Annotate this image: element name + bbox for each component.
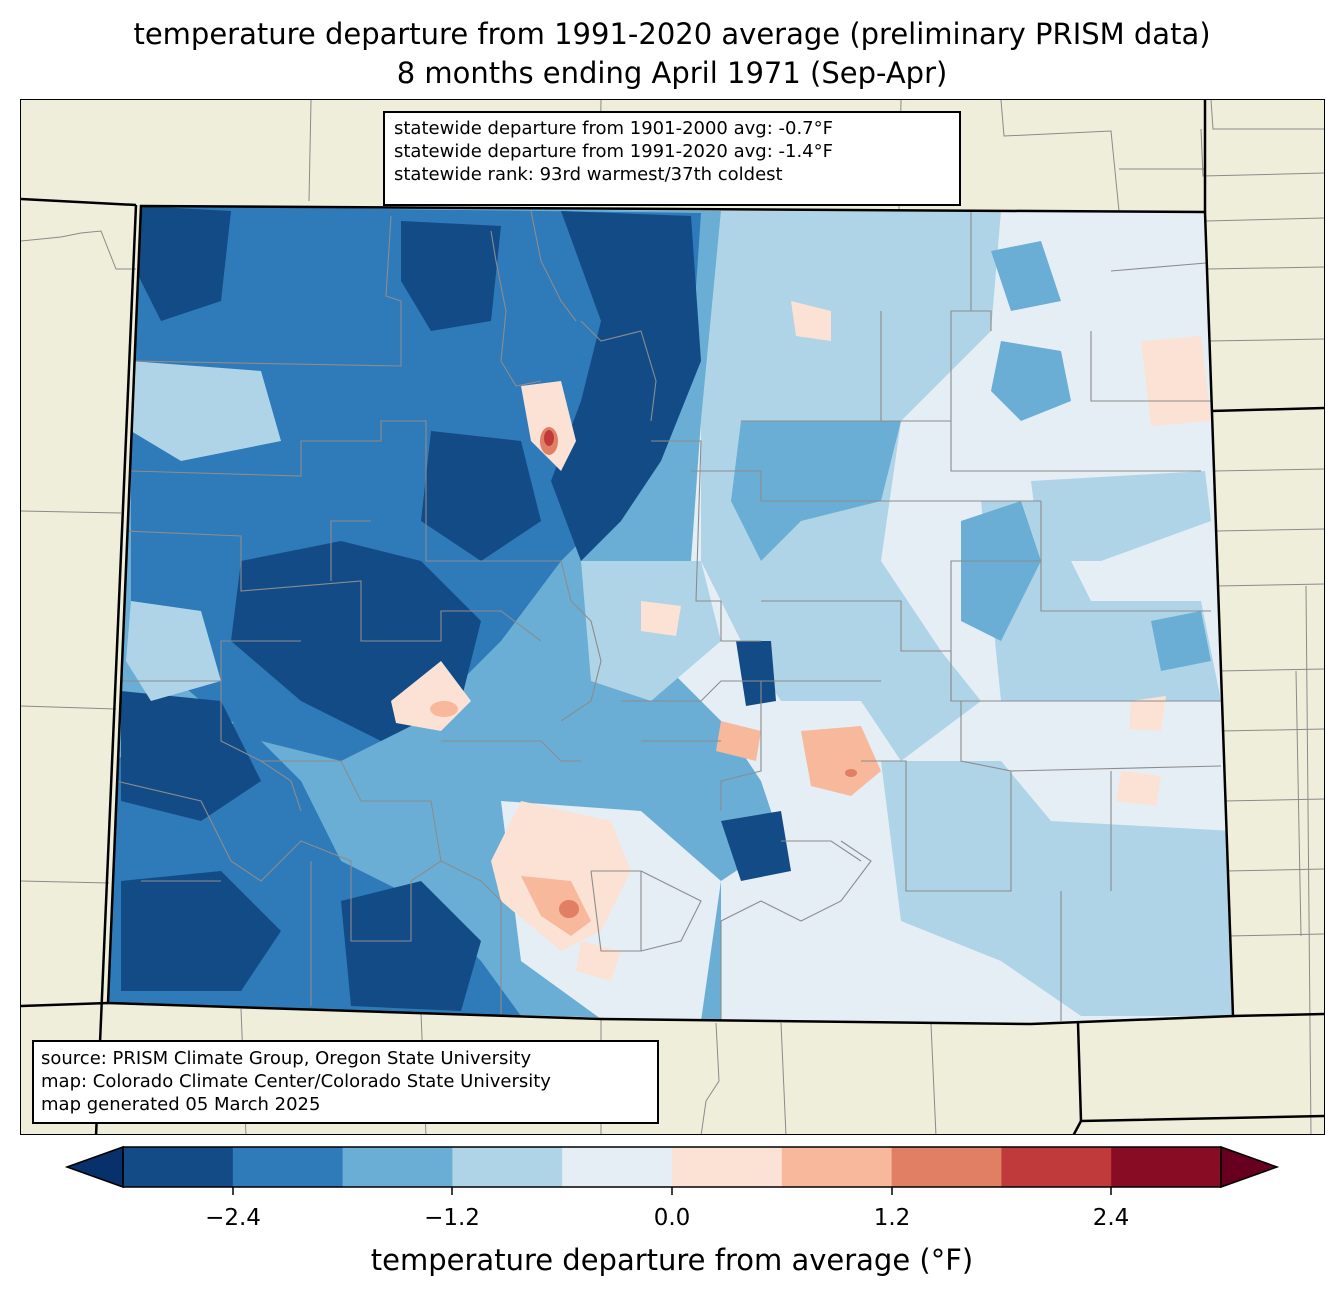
- contour-light-red-north: [521, 381, 576, 471]
- stats-line3: statewide rank: 93rd warmest/37th coldes…: [394, 164, 783, 185]
- colorbar-segment: [1001, 1147, 1112, 1187]
- contour-mid-blue-eastcentral: [961, 501, 1041, 641]
- contour-light-red-ne: [1141, 336, 1211, 426]
- colorbar-tick-label: 0.0: [653, 1205, 691, 1231]
- contour-light-red-northplains: [791, 301, 831, 341]
- contour-mid-blue-top: [991, 241, 1061, 311]
- state-borders: [21, 100, 1324, 1134]
- colorbar-segment: [452, 1147, 563, 1187]
- map-title-line2: 8 months ending April 1971 (Sep-Apr): [396, 56, 948, 90]
- map-frame: [20, 99, 1325, 1135]
- contour-light-red-e: [1129, 696, 1166, 731]
- contour-salmon-central: [430, 701, 458, 717]
- arizona-border: [21, 1001, 109, 1008]
- contour-salmon-san-luis: [521, 876, 591, 936]
- colorbar-segment: [781, 1147, 893, 1187]
- colorbar-label: temperature departure from average (°F): [370, 1243, 974, 1277]
- contour-mid-blue-e: [1151, 611, 1211, 671]
- colorbar: [64, 1145, 1280, 1195]
- colorbar-segment: [672, 1147, 783, 1187]
- nebraska-kansas-border: [1210, 406, 1324, 413]
- contour-darkest-front-range: [551, 211, 701, 561]
- colorbar-segment: [342, 1147, 453, 1187]
- source-box: source: PRISM Climate Group, Oregon Stat…: [32, 1040, 659, 1124]
- contour-light-blue-e: [1031, 471, 1211, 561]
- contour-dark-red-north: [544, 430, 554, 446]
- contour-light-red-centralplains: [641, 601, 681, 636]
- colorbar-tick-marks: [232, 1187, 1112, 1195]
- map-canvas: [21, 100, 1324, 1134]
- kansas-oklahoma-border: [1232, 1012, 1324, 1018]
- contour-darkest-sw: [121, 871, 281, 991]
- wyoming-utah-border: [21, 197, 137, 207]
- colorbar-segment: [891, 1147, 1002, 1187]
- contour-light-blue-west-a: [126, 601, 221, 701]
- contour-red-san-luis: [559, 900, 579, 918]
- contour-darkest-south: [341, 881, 481, 1011]
- map-title-line1: temperature departure from 1991-2020 ave…: [133, 17, 1211, 51]
- source-line3: map generated 05 March 2025: [41, 1094, 321, 1115]
- oklahoma-panhandle-border: [1076, 1022, 1324, 1123]
- colorbar-left-arrow: [64, 1145, 124, 1189]
- contour-mid-blue-plains: [731, 421, 901, 561]
- utah-border-north: [94, 204, 138, 1134]
- contour-salmon-canon: [716, 721, 761, 761]
- contour-light-blue-west-b: [131, 361, 281, 461]
- source-line2: map: Colorado Climate Center/Colorado St…: [41, 1071, 551, 1092]
- colorbar-segments: [123, 1147, 1222, 1187]
- colorbar-right-arrow: [1220, 1145, 1280, 1189]
- texas-border: [1072, 1120, 1083, 1134]
- stats-line2: statewide departure from 1991-2020 avg: …: [394, 141, 833, 162]
- contour-salmon-pueblo: [801, 726, 881, 796]
- colorbar-tick-label: −1.2: [424, 1205, 480, 1231]
- colorbar-tick-label: −2.4: [205, 1205, 261, 1231]
- contour-darkest-west: [121, 691, 261, 821]
- statewide-stats-box: statewide departure from 1901-2000 avg: …: [383, 111, 961, 206]
- colorbar-tick-label: 1.2: [873, 1205, 911, 1231]
- contour-darkest-nw-corner: [131, 206, 231, 321]
- contour-darkest-north: [401, 221, 501, 331]
- stats-line1: statewide departure from 1901-2000 avg: …: [394, 118, 833, 139]
- colorbar-tick-label: 2.4: [1092, 1205, 1130, 1231]
- colorbar-segment: [232, 1147, 344, 1187]
- contour-light-blue-se: [881, 761, 1233, 1016]
- contour-darkest-pikes: [736, 641, 776, 706]
- contour-darkest-mid: [421, 431, 541, 561]
- colorbar-segment: [562, 1147, 673, 1187]
- colorbar-segment: [1111, 1147, 1222, 1187]
- contour-red-pueblo: [845, 769, 857, 777]
- colorbar-segment: [123, 1147, 234, 1187]
- contour-mid-blue-ne: [991, 341, 1071, 421]
- contour-light-red-se: [1116, 771, 1161, 806]
- contour-darkest-spanish-peaks: [721, 811, 791, 881]
- temperature-contours: [108, 206, 1233, 1024]
- source-line1: source: PRISM Climate Group, Oregon Stat…: [41, 1048, 532, 1069]
- county-lines: [115, 210, 1222, 1021]
